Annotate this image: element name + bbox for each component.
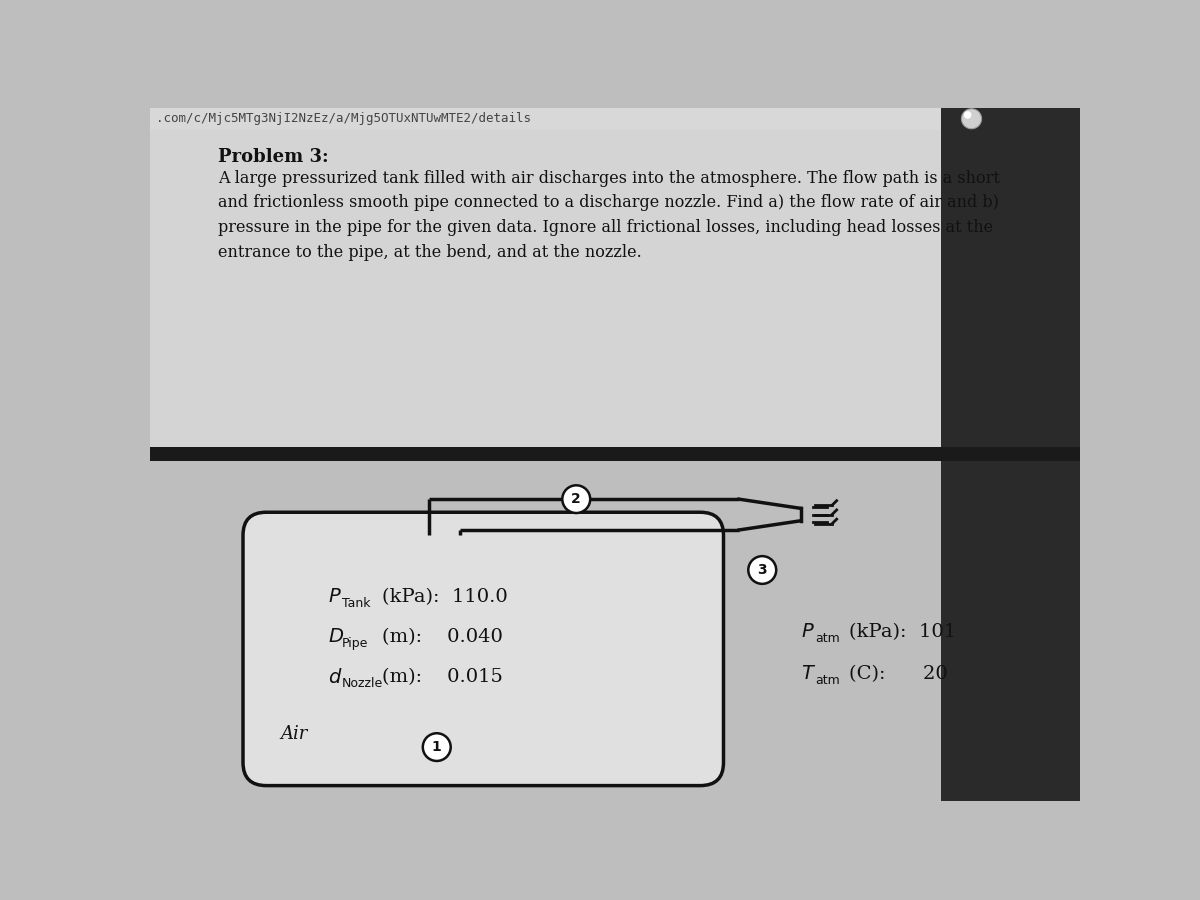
Text: (m):    0.040: (m): 0.040 (383, 628, 503, 646)
Bar (941, 461, 1080, 801)
Circle shape (749, 556, 776, 584)
Text: (m):    0.015: (m): 0.015 (383, 668, 503, 686)
Text: Problem 3:: Problem 3: (218, 148, 329, 166)
Text: atm: atm (815, 632, 840, 645)
Text: $P$: $P$ (329, 588, 342, 607)
Text: and frictionless smooth pipe connected to a discharge nozzle. Find a) the flow r: and frictionless smooth pipe connected t… (218, 194, 1000, 212)
Circle shape (422, 734, 451, 761)
Text: Nozzle: Nozzle (342, 678, 384, 690)
Text: atm: atm (815, 674, 840, 688)
Circle shape (961, 109, 982, 129)
Text: 1: 1 (432, 740, 442, 754)
Text: $D$: $D$ (329, 627, 344, 646)
FancyBboxPatch shape (242, 512, 724, 786)
Circle shape (965, 112, 971, 118)
Text: $d$: $d$ (329, 668, 343, 687)
Circle shape (563, 485, 590, 513)
Text: $P$: $P$ (802, 622, 815, 641)
Text: (kPa):  110.0: (kPa): 110.0 (383, 588, 509, 606)
Bar (150, 108, 1080, 451)
Text: pressure in the pipe for the given data. Ignore all frictional losses, including: pressure in the pipe for the given data.… (218, 219, 994, 236)
Text: (kPa):  101: (kPa): 101 (850, 623, 956, 641)
Text: Pipe: Pipe (342, 637, 368, 651)
Text: Air: Air (281, 725, 307, 743)
Text: .com/c/Mjc5MTg3NjI2NzEz/a/Mjg5OTUxNTUwMTE2/details: .com/c/Mjc5MTg3NjI2NzEz/a/Mjg5OTUxNTUwMT… (156, 112, 532, 125)
Bar (150, 446, 1080, 461)
Text: 3: 3 (757, 563, 767, 577)
Text: 2: 2 (571, 492, 581, 506)
Bar (150, 108, 941, 130)
Text: A large pressurized tank filled with air discharges into the atmosphere. The flo: A large pressurized tank filled with air… (218, 169, 1000, 186)
Text: entrance to the pipe, at the bend, and at the nozzle.: entrance to the pipe, at the bend, and a… (218, 244, 642, 260)
Bar (941, 108, 1080, 451)
Text: $T$: $T$ (802, 664, 816, 683)
Text: Tank: Tank (342, 598, 371, 610)
Text: (C):      20: (C): 20 (850, 665, 948, 683)
